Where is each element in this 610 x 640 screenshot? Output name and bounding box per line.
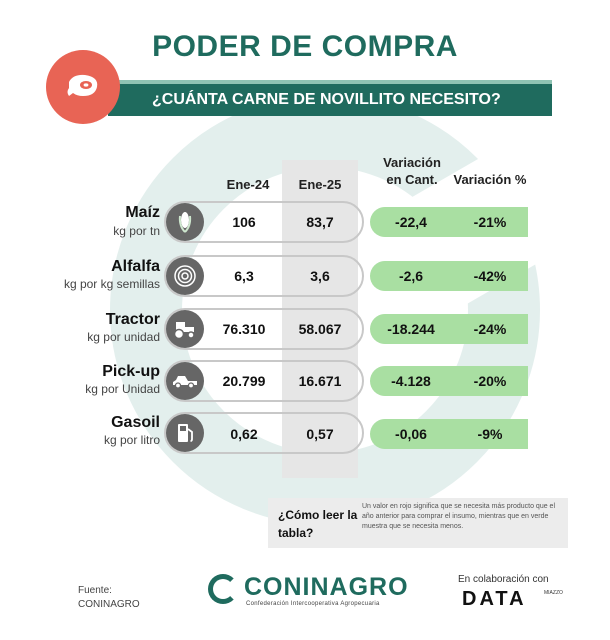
row-alfalfa-variation-bar bbox=[370, 261, 528, 291]
header-ene25: Ene-25 bbox=[298, 177, 342, 192]
row-gasoil-unit: kg por litro bbox=[103, 433, 160, 447]
row-tractor-variation-bar bbox=[370, 314, 528, 344]
row-pickup-var-pct: -20% bbox=[473, 373, 507, 389]
row-alfalfa-name: Alfalfa bbox=[111, 258, 160, 275]
row-tractor-pill bbox=[164, 308, 364, 350]
howto-text: Un valor en rojo significa que se necesi… bbox=[362, 503, 555, 530]
row-pickup-variation-bar bbox=[370, 366, 528, 396]
row-alfalfa-ene24: 6,3 bbox=[234, 268, 254, 284]
coninagro-logo-subtitle: Confederación Intercooperativa Agropecua… bbox=[246, 601, 380, 607]
row-alfalfa-unit: kg por kg semillas bbox=[63, 277, 160, 291]
row-tractor-var-cant: -18.244 bbox=[387, 321, 435, 337]
header-var-cant: Variación en Cant. bbox=[383, 155, 441, 187]
row-maiz-ene24: 106 bbox=[232, 214, 256, 230]
row-gasoil-var-cant: -0,06 bbox=[395, 426, 427, 442]
row-alfalfa-pill bbox=[164, 255, 364, 297]
row-alfalfa-ene25: 3,6 bbox=[310, 268, 330, 284]
row-pickup-unit: kg por Unidad bbox=[85, 382, 160, 396]
page-title: PODER DE COMPRA bbox=[152, 30, 458, 63]
seeds-icon bbox=[166, 257, 204, 295]
row-gasoil-var-pct: -9% bbox=[477, 426, 503, 442]
row-gasoil-ene25: 0,57 bbox=[306, 426, 334, 442]
row-tractor-ene24: 76.310 bbox=[222, 321, 266, 337]
row-tractor-name: Tractor bbox=[105, 311, 160, 328]
header-var-pct: Variación % bbox=[453, 172, 527, 187]
row-gasoil-ene24: 0,62 bbox=[230, 426, 258, 442]
source-label: Fuente: bbox=[78, 585, 112, 596]
row-pickup-ene24: 20.799 bbox=[222, 373, 266, 389]
row-gasoil-variation-bar bbox=[370, 419, 528, 449]
pickup-icon bbox=[166, 362, 204, 400]
row-maiz-ene25: 83,7 bbox=[306, 214, 334, 230]
row-tractor-unit: kg por unidad bbox=[87, 330, 160, 344]
row-alfalfa-var-pct: -42% bbox=[473, 268, 507, 284]
row-pickup-var-cant: -4.128 bbox=[391, 373, 431, 389]
subtitle-banner: ¿CUÁNTA CARNE DE NOVILLITO NECESITO? bbox=[108, 80, 552, 116]
row-maiz-pill bbox=[164, 201, 364, 243]
row-maiz-variation-bar bbox=[370, 207, 528, 237]
source: Fuente: CONINAGRO bbox=[78, 584, 140, 612]
row-pickup-name: Pick-up bbox=[102, 363, 160, 380]
meat-icon bbox=[46, 50, 120, 124]
coninagro-logo: CONINAGRO bbox=[244, 573, 409, 601]
row-maiz-var-pct: -21% bbox=[473, 214, 507, 230]
coninagro-logo-icon bbox=[208, 574, 238, 604]
row-pickup-ene25: 16.671 bbox=[298, 373, 342, 389]
fuel-pump-icon bbox=[166, 414, 204, 452]
howto-box bbox=[268, 498, 568, 548]
row-alfalfa-var-cant: -2,6 bbox=[398, 268, 424, 284]
collab-label: En colaboración con bbox=[458, 574, 549, 585]
tractor-icon bbox=[166, 310, 204, 348]
howto-question: ¿Cómo leer la tabla? bbox=[278, 508, 358, 540]
row-maiz-var-cant: -22,4 bbox=[395, 214, 427, 230]
row-tractor-ene25: 58.067 bbox=[298, 321, 342, 337]
header-ene24: Ene-24 bbox=[226, 177, 270, 192]
source-value: CONINAGRO bbox=[78, 599, 140, 610]
data-logo: DATA bbox=[462, 588, 527, 610]
row-gasoil-name: Gasoil bbox=[111, 414, 160, 431]
corn-icon bbox=[166, 203, 204, 241]
row-maiz-unit: kg por tn bbox=[113, 224, 160, 238]
row-tractor-var-pct: -24% bbox=[473, 321, 507, 337]
data-logo-subtitle: MIAZZO bbox=[544, 590, 563, 596]
row-pickup-pill bbox=[164, 360, 364, 402]
row-gasoil-pill bbox=[164, 412, 364, 454]
row-maiz-name: Maíz bbox=[125, 204, 160, 221]
